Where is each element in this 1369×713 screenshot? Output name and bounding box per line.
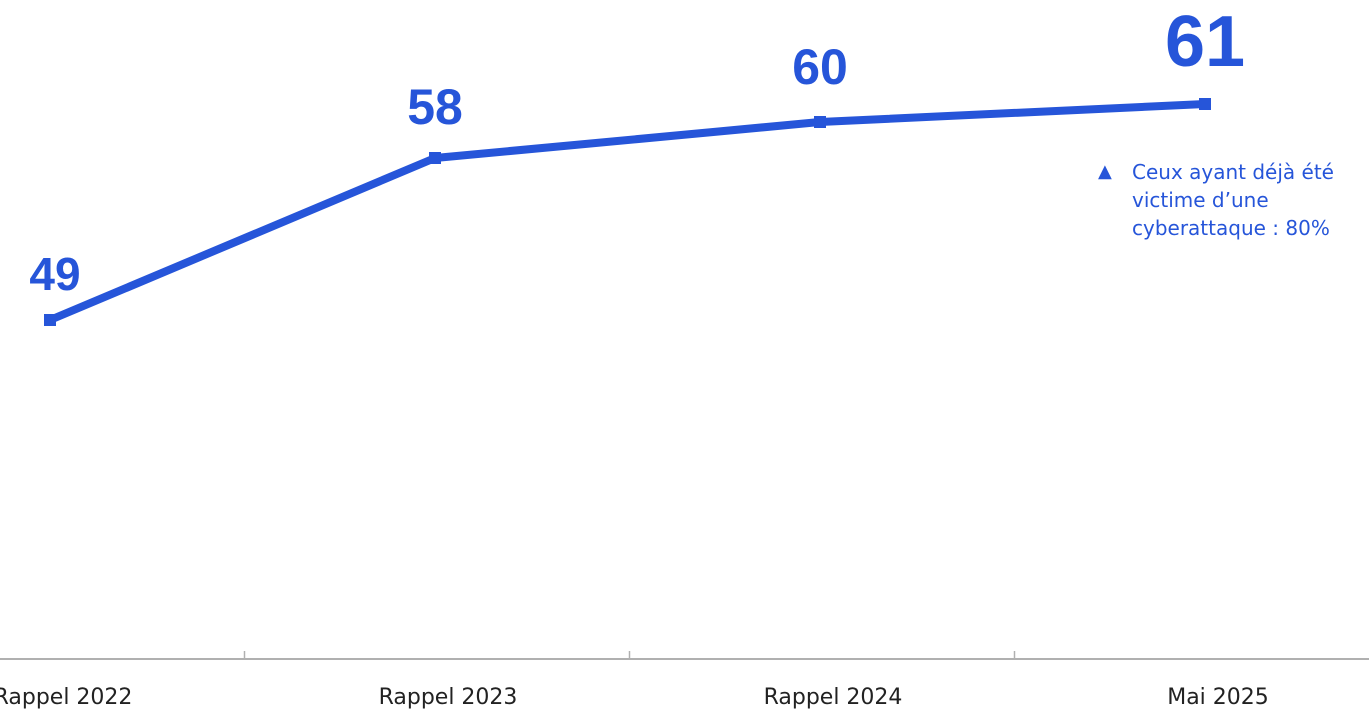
x-axis-ticks [243, 651, 1016, 659]
x-tick-label: Rappel 2023 [379, 685, 518, 710]
data-label: 58 [407, 79, 463, 135]
data-label: 61 [1165, 2, 1245, 82]
data-label: 49 [29, 248, 80, 300]
annotation-note: ▲ Ceux ayant déjà été victime d’une cybe… [1098, 158, 1369, 242]
triangle-up-icon: ▲ [1098, 161, 1112, 182]
data-points [44, 98, 1211, 326]
x-tick-label: Rappel 2024 [764, 685, 903, 710]
series-line [48, 100, 1206, 324]
value-labels: 49 58 60 61 [29, 2, 1245, 300]
x-tick-label: Mai 2025 [1167, 685, 1269, 710]
data-point [1199, 98, 1211, 110]
x-tick-labels: Rappel 2022 Rappel 2023 Rappel 2024 Mai 202… [0, 685, 1269, 710]
data-point [814, 116, 826, 128]
data-point [429, 152, 441, 164]
data-label: 60 [792, 39, 848, 95]
x-tick-label: Rappel 2022 [0, 685, 132, 710]
annotation-text: Ceux ayant déjà été victime d’une cybera… [1132, 160, 1334, 240]
data-point [44, 314, 56, 326]
